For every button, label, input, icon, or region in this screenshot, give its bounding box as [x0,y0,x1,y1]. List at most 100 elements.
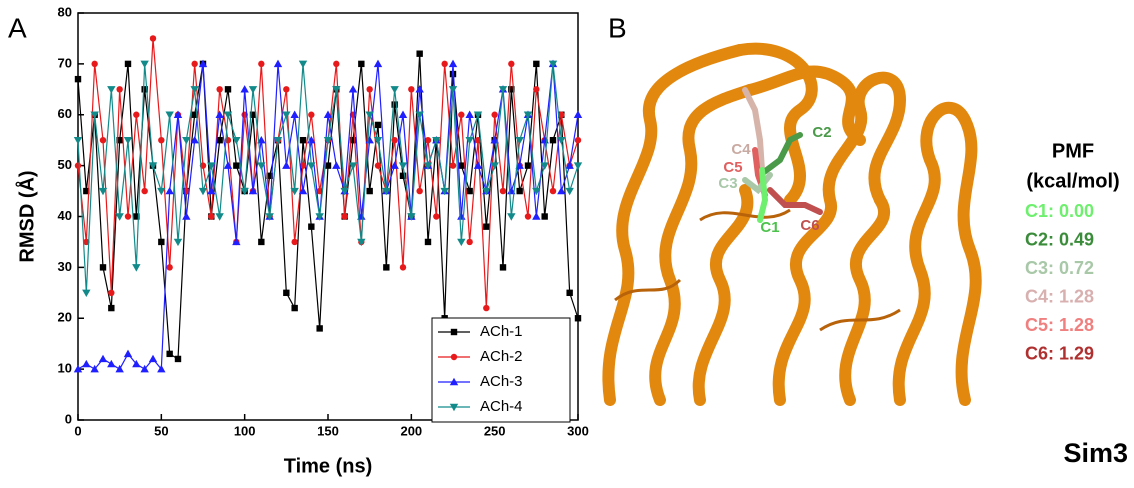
data-point [157,187,166,196]
data-point [115,364,124,373]
data-point [282,111,291,119]
data-point [566,289,573,297]
data-point [298,186,308,195]
data-point [91,60,98,68]
data-point [374,121,382,129]
data-point [290,110,299,118]
data-point [115,213,124,221]
data-point [258,60,265,68]
data-point [249,111,257,118]
data-point [140,364,149,373]
data-point [549,187,557,195]
data-point [433,213,440,220]
data-point [515,136,524,145]
data-point [465,136,474,145]
data-point [157,364,166,373]
data-point [424,136,432,144]
data-point [132,264,141,272]
data-point [291,238,298,246]
ligand-poses [742,87,823,223]
data-point [232,136,241,145]
data-point [190,135,199,144]
data-point [408,86,415,93]
data-point [474,136,482,144]
data-point [182,212,191,220]
data-point [458,111,465,118]
data-point [282,161,291,169]
pose-label: C4 [731,141,751,158]
data-point [457,238,466,247]
data-point [265,213,274,221]
data-point [98,187,108,196]
data-point [348,162,358,170]
data-point [491,111,498,118]
data-point [532,212,541,220]
data-point [273,136,283,145]
data-point [383,264,390,271]
legend-marker [449,377,459,386]
legend-marker [450,328,458,336]
data-point [458,162,465,169]
y-tick-label: 60 [58,106,72,121]
pose-label: C5 [723,159,742,176]
y-tick-label: 30 [58,259,72,274]
data-point [415,111,424,119]
data-point [124,60,132,68]
data-point [432,136,441,145]
data-point [148,162,158,170]
data-point [299,162,307,169]
data-point [349,136,357,144]
data-point [174,355,182,363]
data-point [423,162,433,170]
legend-label: ACh-2 [480,348,523,365]
data-point [416,50,423,57]
pose-label: C2 [812,124,831,141]
data-point [332,86,341,94]
x-tick-label: 100 [234,423,256,438]
pmf-entry: C1: 0.00 [1025,201,1094,221]
data-point [182,136,191,145]
panel-label: B [608,12,627,43]
x-tick-label: 250 [484,423,506,438]
sim-label: Sim3 [1063,438,1128,468]
data-point [424,238,432,246]
data-point [90,111,99,119]
data-point [448,86,458,94]
legend-label: ACh-1 [480,323,523,340]
x-axis-label: Time (ns) [284,455,373,477]
data-point [107,86,116,94]
data-point [74,162,82,169]
data-point [557,136,566,145]
y-tick-label: 20 [58,310,72,325]
data-point [248,186,258,195]
data-point [440,187,449,196]
data-point [332,161,341,169]
data-point [540,162,549,170]
y-tick-label: 10 [58,361,72,376]
data-point [132,359,141,368]
data-point [507,213,516,221]
data-point [166,264,173,271]
data-point [483,304,490,312]
data-point [116,86,123,93]
data-point [215,110,224,118]
data-point [165,186,174,195]
data-point [215,213,224,221]
data-point [415,85,424,93]
data-point [524,213,532,220]
data-point [158,136,165,144]
data-point [148,354,158,363]
data-point [473,161,483,169]
legend-marker [449,403,459,412]
x-tick-label: 150 [317,423,339,438]
data-point [273,59,283,68]
data-point [498,86,508,94]
data-point [190,86,199,94]
data-point [548,60,558,69]
y-tick-label: 80 [58,4,72,19]
data-point [541,213,548,220]
data-point [391,101,398,108]
data-point [515,161,524,169]
data-point [382,187,391,196]
